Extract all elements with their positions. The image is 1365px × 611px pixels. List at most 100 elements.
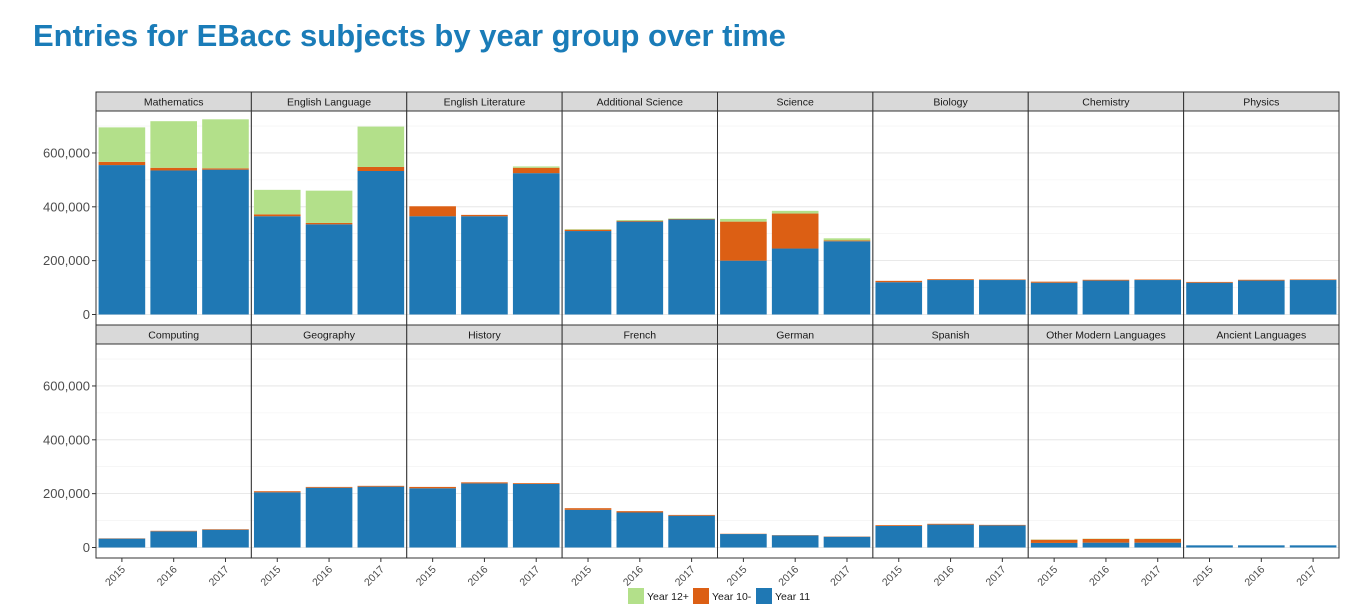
legend-swatch-year-10 [693,588,709,604]
y-tick-label: 600,000 [43,378,90,393]
bar-other-modern-languages-2015-year-11 [1030,542,1078,548]
legend-label-year-10: Year 10- [712,591,752,603]
bar-geography-2015-year-11 [253,492,301,548]
bar-english-language-2016-year-10 [305,222,353,225]
bar-chemistry-2017-year-11 [1134,280,1182,315]
x-tick-label: 2016 [310,564,335,589]
bar-spanish-2015-year-11 [875,525,923,548]
bar-other-modern-languages-2016-year-11 [1082,542,1130,548]
bar-other-modern-languages-2015-year-10 [1030,539,1078,543]
bar-additional-science-2016-year-12 [616,220,664,221]
bar-physics-2015-year-10 [1186,281,1233,283]
bar-other-modern-languages-2017-year-11 [1134,542,1182,548]
bar-mathematics-2015-year-12 [98,127,146,162]
bar-french-2017-year-10 [668,514,715,516]
bar-biology-2015-year-10 [875,280,923,283]
bar-history-2015-year-10 [409,486,456,489]
bar-geography-2017-year-11 [357,486,405,548]
bar-english-language-2015-year-10 [253,214,301,217]
bar-french-2015-year-11 [564,509,612,548]
bar-english-language-2017-year-10 [357,166,405,171]
bar-additional-science-2017-year-11 [668,219,715,315]
bar-english-language-2017-year-11 [357,171,405,315]
x-tick-label: 2015 [103,564,128,589]
y-tick-label: 200,000 [43,486,90,501]
bar-german-2016-year-11 [771,535,819,548]
bar-spanish-2017-year-11 [979,525,1026,548]
strip-label-ancient-languages: Ancient Languages [1216,330,1306,342]
bar-english-literature-2017-year-11 [512,173,560,315]
strip-label-physics: Physics [1243,97,1279,109]
bar-additional-science-2016-year-11 [616,221,664,315]
bar-english-language-2016-year-11 [305,224,353,315]
x-tick-label: 2017 [828,564,853,589]
bar-science-2016-year-11 [771,248,819,315]
bar-history-2016-year-11 [461,483,508,548]
bar-science-2015-year-11 [720,260,767,315]
legend-swatch-year-11 [756,588,772,604]
bar-spanish-2016-year-10 [927,523,974,525]
y-tick-label: 0 [83,540,90,555]
y-tick-label: 600,000 [43,145,90,160]
strip-label-computing: Computing [148,330,199,342]
bar-biology-2017-year-11 [979,280,1026,315]
x-tick-label: 2017 [207,564,232,589]
bar-spanish-2015-year-10 [875,525,923,526]
bar-physics-2017-year-11 [1289,280,1337,315]
bar-mathematics-2017-year-12 [202,119,249,169]
x-tick-label: 2015 [1035,564,1060,589]
bar-computing-2016-year-11 [150,531,197,548]
strip-label-geography: Geography [303,330,356,342]
bar-mathematics-2016-year-12 [150,121,197,168]
bar-computing-2017-year-11 [202,529,249,548]
y-tick-label: 200,000 [43,253,90,268]
x-tick-label: 2016 [466,564,491,589]
panel-computing [96,344,252,558]
strip-label-german: German [776,330,814,342]
x-tick-label: 2017 [983,564,1008,589]
bar-history-2016-year-10 [461,482,508,484]
y-tick-label: 400,000 [43,432,90,447]
strip-label-science: Science [777,97,815,109]
panel-ancient-languages [1183,344,1339,558]
strip-label-french: French [623,330,656,342]
x-tick-label: 2017 [1294,564,1319,589]
bar-additional-science-2015-year-11 [564,231,612,315]
bar-english-language-2017-year-12 [357,126,405,167]
bar-mathematics-2015-year-10 [98,161,146,166]
bar-mathematics-2017-year-10 [202,168,249,170]
bar-geography-2016-year-10 [305,486,353,488]
bar-history-2015-year-11 [409,488,456,548]
y-tick-label: 400,000 [43,199,90,214]
bar-biology-2016-year-10 [927,279,974,281]
bar-mathematics-2016-year-11 [150,170,197,315]
x-tick-label: 2016 [1087,564,1112,589]
bar-ancient-languages-2015-year-11 [1186,545,1233,548]
bar-chemistry-2015-year-11 [1030,282,1078,315]
bar-science-2016-year-10 [771,213,819,249]
legend-label-year-11: Year 11 [775,591,810,603]
strip-label-english-language: English Language [287,97,371,109]
bar-french-2016-year-11 [616,512,664,548]
bar-science-2017-year-11 [823,241,871,315]
bar-english-literature-2017-year-12 [512,166,560,168]
x-tick-label: 2015 [569,564,594,589]
strip-label-mathematics: Mathematics [144,97,204,109]
bar-german-2017-year-11 [823,536,871,548]
bar-computing-2017-year-10 [202,529,249,530]
x-tick-label: 2017 [362,564,387,589]
panel-spanish [872,344,1029,558]
bar-spanish-2016-year-11 [927,524,974,548]
strip-label-spanish: Spanish [932,330,970,342]
bar-english-language-2016-year-12 [305,190,353,223]
bar-chemistry-2016-year-11 [1082,280,1130,315]
x-tick-label: 2017 [1139,564,1164,589]
bar-additional-science-2017-year-12 [668,218,715,219]
strip-label-history: History [468,330,501,342]
bar-computing-2015-year-11 [98,538,146,548]
x-tick-label: 2016 [776,564,801,589]
x-tick-label: 2016 [1242,564,1267,589]
bar-mathematics-2017-year-11 [202,169,249,315]
bar-french-2016-year-10 [616,511,664,513]
bar-english-language-2015-year-11 [253,216,301,315]
